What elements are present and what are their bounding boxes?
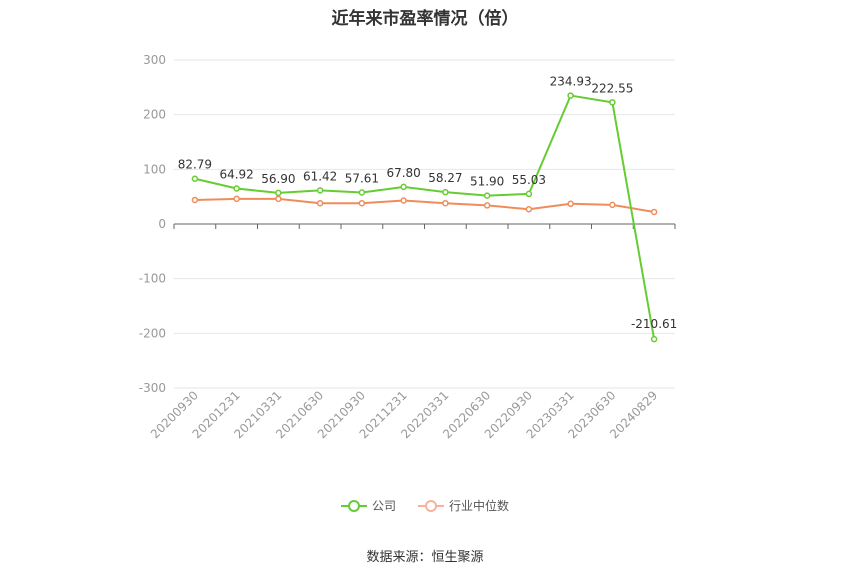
data-point bbox=[567, 200, 574, 208]
data-point bbox=[358, 199, 366, 207]
y-tick-label: -300 bbox=[139, 381, 166, 395]
data-point bbox=[275, 189, 282, 197]
data-point bbox=[400, 183, 407, 191]
data-label: 57.61 bbox=[345, 172, 379, 186]
data-point bbox=[567, 92, 574, 99]
legend-item-industry-median[interactable]: 行业中位数 bbox=[418, 497, 509, 514]
y-tick-label: 100 bbox=[143, 162, 166, 176]
y-tick-label: 300 bbox=[143, 53, 166, 67]
data-label: 67.80 bbox=[386, 166, 420, 180]
data-point bbox=[483, 192, 491, 199]
data-point bbox=[650, 208, 658, 216]
data-label: 51.90 bbox=[470, 175, 504, 189]
data-point bbox=[483, 202, 491, 209]
y-tick-label: 0 bbox=[158, 217, 166, 231]
data-point bbox=[525, 205, 533, 213]
data-label: 64.92 bbox=[219, 168, 253, 182]
data-point bbox=[233, 195, 240, 203]
legend: 公司 行业中位数 bbox=[0, 497, 850, 514]
data-point bbox=[316, 187, 324, 194]
data-point bbox=[442, 188, 449, 196]
data-point bbox=[358, 189, 366, 196]
data-point bbox=[191, 196, 199, 204]
data-point bbox=[609, 201, 616, 209]
data-label: 222.55 bbox=[591, 81, 633, 95]
data-label: 234.93 bbox=[550, 75, 592, 89]
legend-item-company[interactable]: 公司 bbox=[340, 497, 396, 514]
data-label: 55.03 bbox=[512, 173, 546, 187]
chart-title: 近年来市盈率情况（倍） bbox=[331, 9, 519, 29]
data-point bbox=[650, 335, 658, 343]
data-point bbox=[609, 99, 616, 106]
data-point bbox=[233, 185, 240, 192]
y-tick-label: -100 bbox=[139, 272, 166, 286]
data-label: 56.90 bbox=[261, 172, 295, 186]
data-point bbox=[525, 190, 533, 198]
data-point bbox=[316, 199, 324, 207]
legend-company-icon bbox=[340, 499, 367, 512]
data-point bbox=[442, 199, 449, 207]
data-source: 数据来源：恒生聚源 bbox=[366, 550, 484, 565]
y-tick-label: -200 bbox=[139, 326, 166, 340]
series-line bbox=[194, 94, 656, 340]
y-tick-label: 200 bbox=[143, 108, 166, 122]
legend-industry-median-label: 行业中位数 bbox=[449, 499, 510, 513]
data-label: -210.61 bbox=[631, 317, 677, 331]
series-line bbox=[194, 197, 655, 213]
data-label: 61.42 bbox=[303, 169, 337, 183]
data-point bbox=[191, 175, 199, 182]
data-point bbox=[275, 195, 282, 203]
data-point bbox=[400, 197, 407, 204]
legend-company-label: 公司 bbox=[371, 499, 396, 513]
data-label: 58.27 bbox=[428, 171, 462, 185]
legend-industry-median-icon bbox=[418, 499, 444, 512]
data-label: 82.79 bbox=[178, 158, 212, 172]
